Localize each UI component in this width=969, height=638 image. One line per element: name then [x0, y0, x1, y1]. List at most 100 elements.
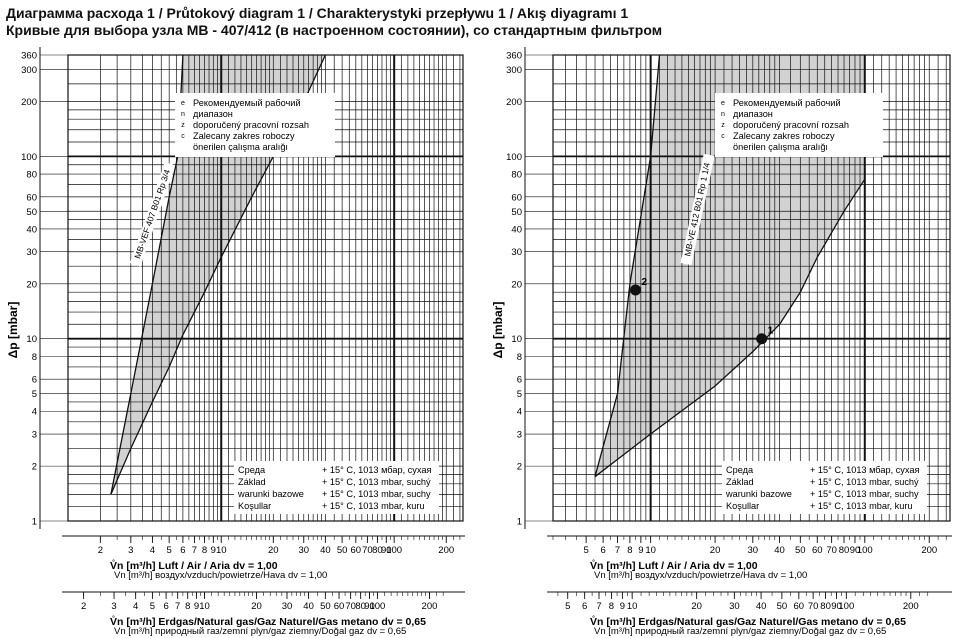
page-title: Диаграмма расхода 1 / Průtokový diagram … [6, 5, 629, 21]
x-air-tick-label: 40 [774, 545, 785, 556]
x-gas-tick-label: 60 [334, 601, 345, 612]
y-tick-label: 60 [511, 192, 522, 203]
y-tick-label: 40 [26, 224, 37, 235]
y-tick-label: 6 [32, 375, 37, 386]
operating-point-marker [756, 333, 768, 345]
legend-range-cs: doporučený pracovní rozsah [193, 120, 309, 130]
conditions-box [234, 461, 439, 514]
y-tick-label: 50 [26, 207, 37, 218]
y-tick-label: 20 [511, 279, 522, 290]
x-gas-tick-label: 10 [199, 601, 210, 612]
x-air-tick-label: 50 [795, 545, 806, 556]
x-axis-air-label: V̊n [m³/h] Luft / Air / Aria dv = 1,00 [590, 558, 758, 572]
legend-side-letter: z [721, 122, 725, 129]
plot-frame [552, 54, 951, 522]
y-tick-label: 10 [511, 334, 522, 345]
page-subtitle: Кривые для выбора узла MB - 407/412 (в н… [6, 22, 663, 38]
x-air-tick-label: 20 [710, 545, 721, 556]
conditions-value: + 15° C, 1013 mbar, suchý [810, 477, 919, 487]
x-gas-tick-label: 200 [422, 601, 438, 612]
y-tick-label: 20 [26, 279, 37, 290]
y-tick-label: 8 [517, 352, 522, 363]
x-gas-tick-label: 90 [831, 601, 842, 612]
conditions-name: Základ [238, 477, 266, 487]
y-axis-label: Δp [mbar] [491, 302, 505, 359]
operating-point-label: 2 [642, 277, 648, 288]
y-tick-label: 300 [506, 65, 522, 76]
x-gas-tick-label: 60 [794, 601, 805, 612]
x-air-tick-label: 70 [362, 545, 373, 556]
conditions-value: + 15° C, 1013 мбар, сухая [810, 465, 919, 475]
x-air-tick-label: 30 [748, 545, 759, 556]
x-gas-tick-label: 30 [282, 601, 293, 612]
y-tick-label: 10 [26, 334, 37, 345]
conditions-name: Среда [238, 465, 266, 475]
x-air-tick-label: 2 [98, 545, 103, 556]
x-gas-tick-label: 7 [596, 601, 601, 612]
conditions-value: + 15° C, 1013 mbar, suchy [322, 489, 431, 499]
x-air-tick-label: 70 [826, 545, 837, 556]
x-gas-tick-label: 10 [627, 601, 638, 612]
y-tick-label: 5 [32, 389, 37, 400]
x-air-tick-label: 6 [180, 545, 185, 556]
y-tick-label: 30 [26, 247, 37, 258]
y-axis-label: Δp [mbar] [6, 302, 20, 359]
x-axis-gas-label: V̊n [m³/h] Erdgas/Natural gas/Gaz Nature… [110, 614, 426, 628]
curve-label-bg [130, 161, 176, 267]
legend-side-letter: e [181, 100, 185, 107]
x-gas-tick-label: 6 [582, 601, 587, 612]
y-tick-label: 30 [511, 247, 522, 258]
legend-range-ru: Рекомендуемый рабочий [733, 98, 841, 108]
x-air-tick-label: 10 [216, 545, 227, 556]
conditions-value: + 15° C, 1013 mbar, suchy [810, 489, 919, 499]
x-gas-tick-label: 6 [163, 601, 168, 612]
conditions-name: Koşullar [726, 501, 759, 511]
x-gas-tick-label: 100 [838, 601, 854, 612]
conditions-name: warunki bazowe [237, 489, 304, 499]
x-air-tick-label: 200 [921, 545, 937, 556]
conditions-value: + 15° C, 1013 mbar, kuru [810, 501, 913, 511]
conditions-value: + 15° C, 1013 мбар, сухая [322, 465, 431, 475]
legend-range-ru: Рекомендуемый рабочий [193, 98, 301, 108]
legend-box [175, 93, 335, 157]
x-air-tick-label: 80 [839, 545, 850, 556]
x-axis-air-label-2: Vn [m³/h] воздух/vzduch/powietrze/Hava d… [114, 570, 327, 581]
legend-range-ru-2: диапазон [733, 109, 773, 119]
y-tick-label: 40 [511, 224, 522, 235]
legend-range-ru-2: диапазон [193, 109, 233, 119]
y-tick-label: 200 [506, 97, 522, 108]
x-gas-tick-label: 200 [903, 601, 919, 612]
conditions-name: Koşullar [238, 501, 271, 511]
x-gas-tick-label: 50 [777, 601, 788, 612]
x-axis-air-label: V̊n [m³/h] Luft / Air / Aria dv = 1,00 [110, 558, 278, 572]
legend-side-letter: c [721, 133, 725, 140]
x-gas-tick-label: 3 [111, 601, 116, 612]
x-air-tick-label: 40 [320, 545, 331, 556]
series-curve-upper [594, 54, 661, 477]
conditions-name: Základ [726, 477, 754, 487]
y-tick-label: 100 [21, 152, 37, 163]
legend-range-tr: önerilen çalışma aralığı [193, 142, 288, 152]
x-gas-tick-label: 50 [320, 601, 331, 612]
conditions-name: Среда [726, 465, 754, 475]
x-gas-tick-label: 8 [185, 601, 190, 612]
x-air-tick-label: 80 [372, 545, 383, 556]
x-air-tick-label: 4 [150, 545, 155, 556]
x-air-tick-label: 90 [850, 545, 861, 556]
x-gas-tick-label: 70 [345, 601, 356, 612]
x-air-tick-label: 50 [337, 545, 348, 556]
y-tick-label: 6 [517, 375, 522, 386]
legend-side-letter: z [181, 122, 185, 129]
x-air-tick-label: 9 [638, 545, 643, 556]
legend-box [715, 93, 883, 157]
x-air-tick-label: 9 [211, 545, 216, 556]
y-tick-label: 3 [32, 430, 37, 441]
y-tick-label: 4 [32, 407, 37, 418]
y-tick-label: 5 [517, 389, 522, 400]
x-gas-tick-label: 90 [364, 601, 375, 612]
legend-side-letter: n [181, 111, 185, 118]
conditions-value: + 15° C, 1013 mbar, kuru [322, 501, 425, 511]
y-tick-label: 2 [32, 462, 37, 473]
y-tick-label: 360 [506, 51, 522, 62]
